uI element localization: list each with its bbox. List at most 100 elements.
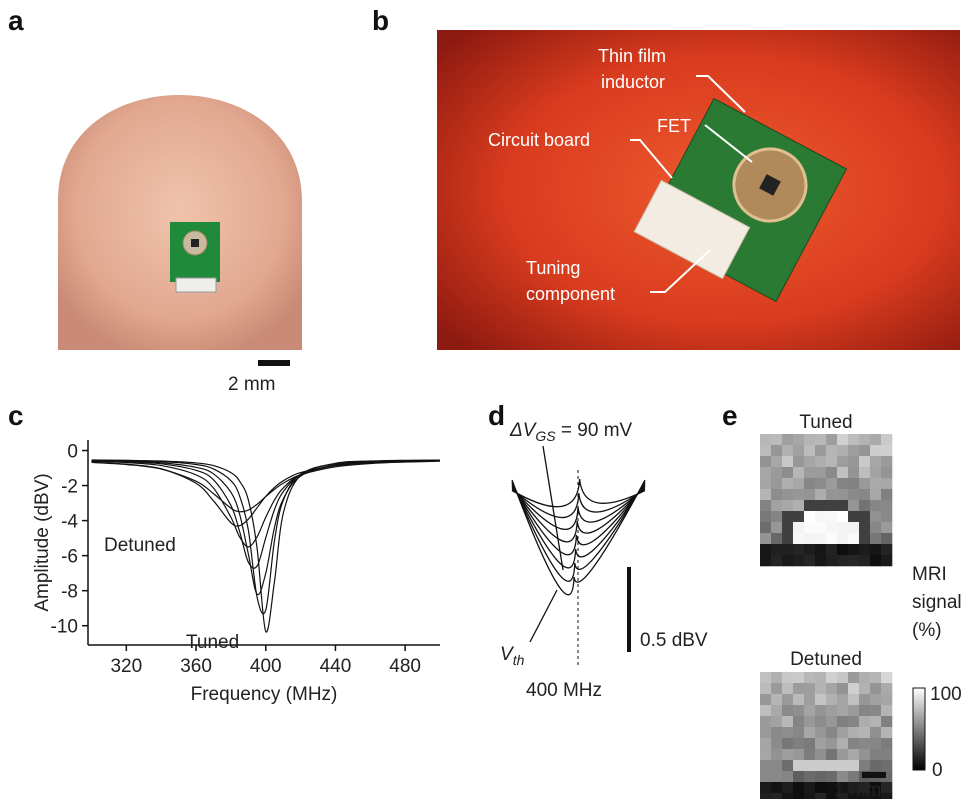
mri-pixel: [881, 738, 893, 750]
mri-pixel: [837, 782, 849, 794]
photo-finger: [58, 95, 302, 350]
mri-pixel: [859, 705, 871, 717]
mri-pixel: [760, 705, 772, 717]
mri-pixel: [881, 467, 893, 479]
mri-pixel: [837, 522, 849, 534]
mri-pixel: [815, 434, 827, 446]
mri-pixel: [793, 727, 805, 739]
mri-pixel: [815, 456, 827, 468]
mri-pixel: [881, 683, 893, 695]
mri-pixel: [782, 555, 794, 567]
mri-pixel: [782, 467, 794, 479]
mri-pixel: [826, 522, 838, 534]
mri-pixel: [815, 782, 827, 794]
mri-pixel: [804, 771, 816, 783]
mri-pixel: [826, 716, 838, 728]
mri-pixel: [870, 500, 882, 512]
mri-pixel: [870, 782, 882, 794]
photo-device: [437, 30, 960, 350]
mri-pixel: [760, 445, 772, 457]
mri-pixel: [837, 533, 849, 545]
mri-pixel: [782, 522, 794, 534]
mri-pixel: [870, 445, 882, 457]
mri-pixel: [793, 738, 805, 750]
mri-pixel: [793, 793, 805, 804]
mri-pixel: [771, 705, 783, 717]
symbol: ΔV: [509, 420, 538, 441]
mri-pixel: [881, 782, 893, 794]
mri-pixel: [804, 683, 816, 695]
annotation: inductor: [601, 72, 665, 92]
annotation: Thin film: [598, 46, 666, 66]
mri-pixel: [782, 694, 794, 706]
mri-pixel: [859, 500, 871, 512]
curve: [511, 479, 646, 596]
symbol: V: [500, 644, 515, 665]
mri-pixel: [782, 544, 794, 556]
mri-pixel: [859, 445, 871, 457]
mri-pixel: [804, 760, 816, 772]
scale-label: 1 mm: [834, 780, 882, 799]
mri-pixel: [848, 533, 860, 545]
mri-pixel: [870, 478, 882, 490]
mri-pixel: [848, 478, 860, 490]
mri-pixel: [771, 522, 783, 534]
mri-pixel: [848, 716, 860, 728]
chart: 320 360 400 440 480 0 -2 -4 -6 -8 -10 Frequency (MH…: [32, 440, 441, 705]
mri-pixel: [793, 544, 805, 556]
mri-pixel: [870, 555, 882, 567]
mri-pixel: [760, 533, 772, 545]
mri-pixel: [815, 555, 827, 567]
mri-pixel: [870, 738, 882, 750]
mri-pixel: [870, 533, 882, 545]
mri-pixel: [881, 522, 893, 534]
mri-pixel: [771, 500, 783, 512]
mri-pixel: [837, 738, 849, 750]
mri-pixel: [859, 533, 871, 545]
colorbar-title: signal: [912, 592, 962, 613]
annotation: Tuned: [186, 632, 239, 653]
mri-pixel: [793, 456, 805, 468]
mri-pixel: [837, 683, 849, 695]
mri-pixel: [881, 456, 893, 468]
mri-pixel: [826, 749, 838, 761]
mri-pixel: [826, 727, 838, 739]
mri-pixel: [870, 489, 882, 501]
mri-images: [760, 434, 893, 804]
line: [91, 460, 441, 513]
curve: [511, 482, 646, 569]
y-axis-label: Amplitude (dBV): [32, 473, 53, 611]
mri-pixel: [804, 434, 816, 446]
mri-pixel: [815, 716, 827, 728]
mri-pixel: [837, 727, 849, 739]
mri-pixel: [837, 771, 849, 783]
y-tick-label: -2: [61, 477, 78, 498]
mri-pixel: [826, 672, 838, 684]
mri-pixel: [793, 683, 805, 695]
mri-pixel: [815, 771, 827, 783]
mri-pixel: [782, 749, 794, 761]
x-tick-label: 400: [250, 656, 282, 677]
annotation: Detuned: [104, 535, 176, 556]
mri-pixel: [760, 511, 772, 523]
mri-pixel: [760, 760, 772, 772]
mri-pixel: [859, 544, 871, 556]
mri-pixel: [793, 760, 805, 772]
mri-pixel: [859, 467, 871, 479]
mri-pixel: [793, 555, 805, 567]
mri-pixel: [826, 760, 838, 772]
mri-pixel: [881, 771, 893, 783]
mri-pixel: [859, 727, 871, 739]
mri-pixel: [859, 489, 871, 501]
x-tick-label: 360: [180, 656, 212, 677]
annotation: Circuit board: [488, 130, 590, 150]
mri-pixel: [859, 511, 871, 523]
mri-pixel: [826, 533, 838, 545]
mri-pixel: [870, 694, 882, 706]
mri-pixel: [837, 555, 849, 567]
annotation: Vth: [500, 644, 525, 668]
annotation: Tuning: [526, 258, 580, 278]
image-title: Detuned: [790, 649, 862, 670]
mri-pixel: [870, 522, 882, 534]
mri-pixel: [837, 760, 849, 772]
